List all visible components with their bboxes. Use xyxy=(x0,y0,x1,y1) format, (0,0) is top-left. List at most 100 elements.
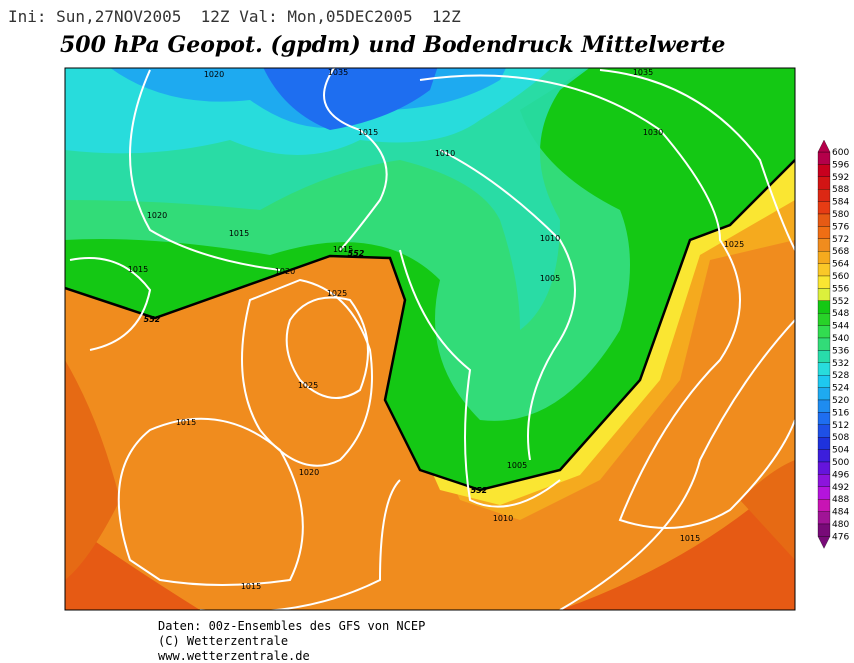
colorbar-box xyxy=(817,288,831,301)
colorbar-label: 580 xyxy=(832,210,849,220)
colorbar-box xyxy=(817,437,831,450)
colorbar-label: 540 xyxy=(832,334,849,344)
colorbar-box xyxy=(817,313,831,326)
colorbar-label: 560 xyxy=(832,272,849,282)
colorbar-box xyxy=(817,189,831,202)
contour-label: 552 xyxy=(471,486,488,495)
colorbar-box xyxy=(817,275,831,289)
colorbar-box xyxy=(817,337,831,351)
contour-label: 1035 xyxy=(633,68,653,77)
contour-label: 1020 xyxy=(204,70,224,79)
map xyxy=(65,68,795,610)
colorbar-label: 528 xyxy=(832,371,849,381)
colorbar-label: 564 xyxy=(832,260,849,270)
contour-labels: 1035 1035 1030 1025 1025 1025 1020 1020 1020 1020… xyxy=(128,68,744,591)
contour-label: 1030 xyxy=(643,128,663,137)
colorbar: 600 596 592 588 584 580 576 572 568 564 560 556 552 5… xyxy=(817,139,849,549)
colorbar-label: 512 xyxy=(832,421,849,431)
contour-label: 1015 xyxy=(333,245,353,254)
contour-label: 1020 xyxy=(275,267,295,276)
colorbar-label: 484 xyxy=(832,508,849,518)
colorbar-label: 476 xyxy=(832,532,849,542)
colorbar-label: 548 xyxy=(832,309,849,319)
colorbar-label: 544 xyxy=(832,322,849,332)
footer-line: (C) Wetterzentrale xyxy=(158,634,288,648)
colorbar-label: 524 xyxy=(832,384,849,394)
colorbar-box xyxy=(817,486,831,500)
colorbar-box xyxy=(817,251,831,264)
colorbar-box xyxy=(817,362,831,376)
contour-label: 1010 xyxy=(435,149,455,158)
colorbar-label: 600 xyxy=(832,148,849,158)
colorbar-label: 596 xyxy=(832,160,849,170)
contour-label: 1005 xyxy=(507,461,527,470)
colorbar-label: 572 xyxy=(832,235,849,245)
colorbar-label: 532 xyxy=(832,359,849,369)
contour-label: 1005 xyxy=(540,274,560,283)
contour-label: 1015 xyxy=(680,534,700,543)
contour-label: 1035 xyxy=(328,68,348,77)
colorbar-label: 568 xyxy=(832,247,849,257)
colorbar-box xyxy=(817,424,831,438)
colorbar-box xyxy=(817,399,831,413)
colorbar-label: 492 xyxy=(832,483,849,493)
contour-label: 1025 xyxy=(724,240,744,249)
colorbar-label: 480 xyxy=(832,520,849,530)
map-frame xyxy=(64,67,796,611)
colorbar-label: 552 xyxy=(832,297,849,307)
footer-line: www.wetterzentrale.de xyxy=(158,649,310,663)
colorbar-box xyxy=(817,499,831,512)
colorbar-box xyxy=(817,176,831,190)
title: 500 hPa Geopot. (gpdm) und Bodendruck Mi… xyxy=(60,32,725,58)
colorbar-box xyxy=(817,412,831,425)
colorbar-label: 592 xyxy=(832,173,849,183)
colorbar-box xyxy=(817,461,831,475)
colorbar-box xyxy=(817,474,831,487)
colorbar-arrow xyxy=(817,139,831,153)
contour-label: 1010 xyxy=(540,234,560,243)
colorbar-label: 588 xyxy=(832,185,849,195)
colorbar-box xyxy=(817,263,831,277)
colorbar-box xyxy=(817,523,831,537)
colorbar-box xyxy=(817,387,831,401)
colorbar-box xyxy=(817,226,831,239)
colorbar-label: 576 xyxy=(832,222,849,232)
colorbar-label: 508 xyxy=(832,433,849,443)
contour-label: 1015 xyxy=(229,229,249,238)
contour-label: 1015 xyxy=(358,128,378,137)
colorbar-label: 520 xyxy=(832,396,849,406)
colorbar-box xyxy=(817,201,831,215)
colorbar-box xyxy=(817,151,831,165)
contour-label: 1025 xyxy=(298,381,318,390)
colorbar-box xyxy=(817,300,831,314)
contour-label: 1015 xyxy=(176,418,196,427)
colorbar-box xyxy=(817,511,831,525)
contour-label: 1015 xyxy=(241,582,261,591)
init-line: Ini: Sun,27NOV2005 12Z Val: Mon,05DEC200… xyxy=(8,7,461,26)
contour-label: 1015 xyxy=(128,265,148,274)
contour-label: 552 xyxy=(144,315,161,324)
colorbar-label: 496 xyxy=(832,470,849,480)
footer-line: Daten: 00z-Ensembles des GFS von NCEP xyxy=(158,619,425,633)
colorbar-box xyxy=(817,375,831,388)
colorbar-arrow xyxy=(817,536,831,549)
colorbar-label: 504 xyxy=(832,446,849,456)
colorbar-box xyxy=(817,449,831,463)
contour-label: 1010 xyxy=(493,514,513,523)
colorbar-label: 536 xyxy=(832,346,849,356)
colorbar-label: 556 xyxy=(832,284,849,294)
colorbar-box xyxy=(817,325,831,339)
contour-label: 1025 xyxy=(327,289,347,298)
contour-label: 1020 xyxy=(147,211,167,220)
colorbar-label: 584 xyxy=(832,198,849,208)
colorbar-label: 500 xyxy=(832,458,849,468)
colorbar-box xyxy=(817,164,831,177)
colorbar-box xyxy=(817,213,831,227)
colorbar-box xyxy=(817,238,831,252)
contour-label: 1020 xyxy=(299,468,319,477)
colorbar-box xyxy=(817,350,831,363)
contour-label: 552 xyxy=(348,249,365,258)
colorbar-label: 516 xyxy=(832,408,849,418)
colorbar-label: 488 xyxy=(832,495,849,505)
